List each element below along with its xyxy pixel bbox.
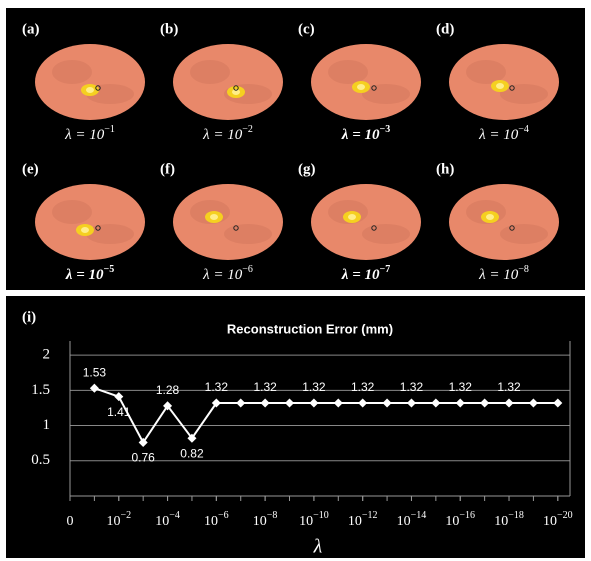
data-label: 0.82 bbox=[180, 446, 204, 460]
tick-base: 10 bbox=[106, 514, 120, 529]
panel-label: (e) bbox=[22, 161, 39, 177]
tick-base: 10 bbox=[543, 514, 557, 529]
tick-base: 10 bbox=[155, 514, 169, 529]
tick-exponent: −18 bbox=[508, 510, 524, 521]
body-section bbox=[449, 184, 559, 260]
caption-exponent: −8 bbox=[518, 264, 529, 275]
panel-label: (d) bbox=[436, 21, 454, 37]
panel-label: (f) bbox=[160, 161, 175, 177]
body-section bbox=[173, 184, 283, 260]
caption-base: λ = 10 bbox=[64, 127, 105, 143]
tick-exponent: −10 bbox=[313, 510, 329, 521]
tick-base: 10 bbox=[397, 514, 411, 529]
reconstruction-core bbox=[357, 84, 365, 90]
tick-base: 10 bbox=[253, 514, 267, 529]
tick-base: 10 bbox=[494, 514, 508, 529]
caption-base: λ = 10 bbox=[65, 267, 104, 283]
organ bbox=[52, 60, 92, 84]
caption-base: λ = 10 bbox=[341, 267, 380, 283]
body-section bbox=[35, 184, 145, 260]
reconstruction-core bbox=[348, 214, 356, 220]
panel-label: (b) bbox=[160, 21, 178, 37]
organ bbox=[362, 224, 410, 244]
caption-exponent: −3 bbox=[380, 124, 391, 135]
reconstruction-core bbox=[486, 214, 494, 220]
body-section bbox=[35, 44, 145, 120]
tick-exponent: −12 bbox=[362, 510, 378, 521]
body-section bbox=[311, 44, 421, 120]
y-tick-label: 1.5 bbox=[31, 382, 50, 398]
data-label: 1.32 bbox=[497, 380, 521, 394]
chart-title: Reconstruction Error (mm) bbox=[227, 321, 393, 336]
caption-exponent: −1 bbox=[104, 124, 115, 135]
y-tick-label: 2 bbox=[43, 347, 51, 363]
tick-exponent: −16 bbox=[459, 510, 475, 521]
data-label: 1.32 bbox=[205, 380, 229, 394]
caption-exponent: −7 bbox=[380, 264, 391, 275]
page: (a)λ = 10−1(b)λ = 10−2(c)λ = 10−3(d)λ = … bbox=[0, 0, 591, 561]
data-label: 1.32 bbox=[400, 380, 424, 394]
reconstruction-core bbox=[86, 87, 94, 93]
tick-exponent: −6 bbox=[218, 510, 229, 521]
organ bbox=[500, 224, 548, 244]
caption-base: λ = 10 bbox=[478, 127, 519, 143]
tick-exponent: −8 bbox=[267, 510, 278, 521]
tick-exponent: −14 bbox=[411, 510, 427, 521]
caption-exponent: −5 bbox=[104, 264, 115, 275]
tick-base: 10 bbox=[348, 514, 362, 529]
caption-base: λ = 10 bbox=[341, 127, 380, 143]
organ bbox=[52, 200, 92, 224]
organ bbox=[190, 60, 230, 84]
caption-base: λ = 10 bbox=[202, 267, 243, 283]
data-label: 1.41 bbox=[107, 405, 131, 419]
organ bbox=[86, 224, 134, 244]
data-label: 1.32 bbox=[253, 380, 277, 394]
panel-label: (g) bbox=[298, 161, 316, 177]
data-label: 1.32 bbox=[351, 380, 375, 394]
caption-base: λ = 10 bbox=[202, 127, 243, 143]
tick-exponent: −20 bbox=[557, 510, 573, 521]
tick-exponent: −2 bbox=[120, 510, 131, 521]
y-tick-label: 0.5 bbox=[31, 452, 50, 468]
tick-base: 10 bbox=[204, 514, 218, 529]
panel-label: (c) bbox=[298, 21, 315, 37]
organ bbox=[224, 224, 272, 244]
data-label: 1.28 bbox=[156, 383, 180, 397]
reconstruction-core bbox=[81, 227, 89, 233]
caption-exponent: −4 bbox=[518, 124, 529, 135]
caption-exponent: −6 bbox=[242, 264, 253, 275]
caption-exponent: −2 bbox=[242, 124, 253, 135]
panel-label: (i) bbox=[22, 309, 36, 325]
body-section bbox=[173, 44, 283, 120]
data-label: 1.32 bbox=[302, 380, 326, 394]
tick-base: 10 bbox=[299, 514, 313, 529]
data-label: 0.76 bbox=[131, 451, 155, 465]
figure: (a)λ = 10−1(b)λ = 10−2(c)λ = 10−3(d)λ = … bbox=[0, 0, 591, 561]
caption-base: λ = 10 bbox=[478, 267, 519, 283]
body-section bbox=[311, 184, 421, 260]
x-tick-label: 0 bbox=[67, 514, 74, 529]
tick-base: 10 bbox=[445, 514, 459, 529]
reconstruction-core bbox=[210, 214, 218, 220]
panel-label: (h) bbox=[436, 161, 454, 177]
y-tick-label: 1 bbox=[43, 417, 51, 433]
reconstruction-core bbox=[496, 83, 504, 89]
panel-label: (a) bbox=[22, 21, 40, 37]
x-axis-label: λ bbox=[313, 536, 323, 558]
tick-exponent: −4 bbox=[169, 510, 180, 521]
data-label: 1.32 bbox=[449, 380, 473, 394]
organ bbox=[328, 60, 368, 84]
data-label: 1.53 bbox=[83, 365, 107, 379]
